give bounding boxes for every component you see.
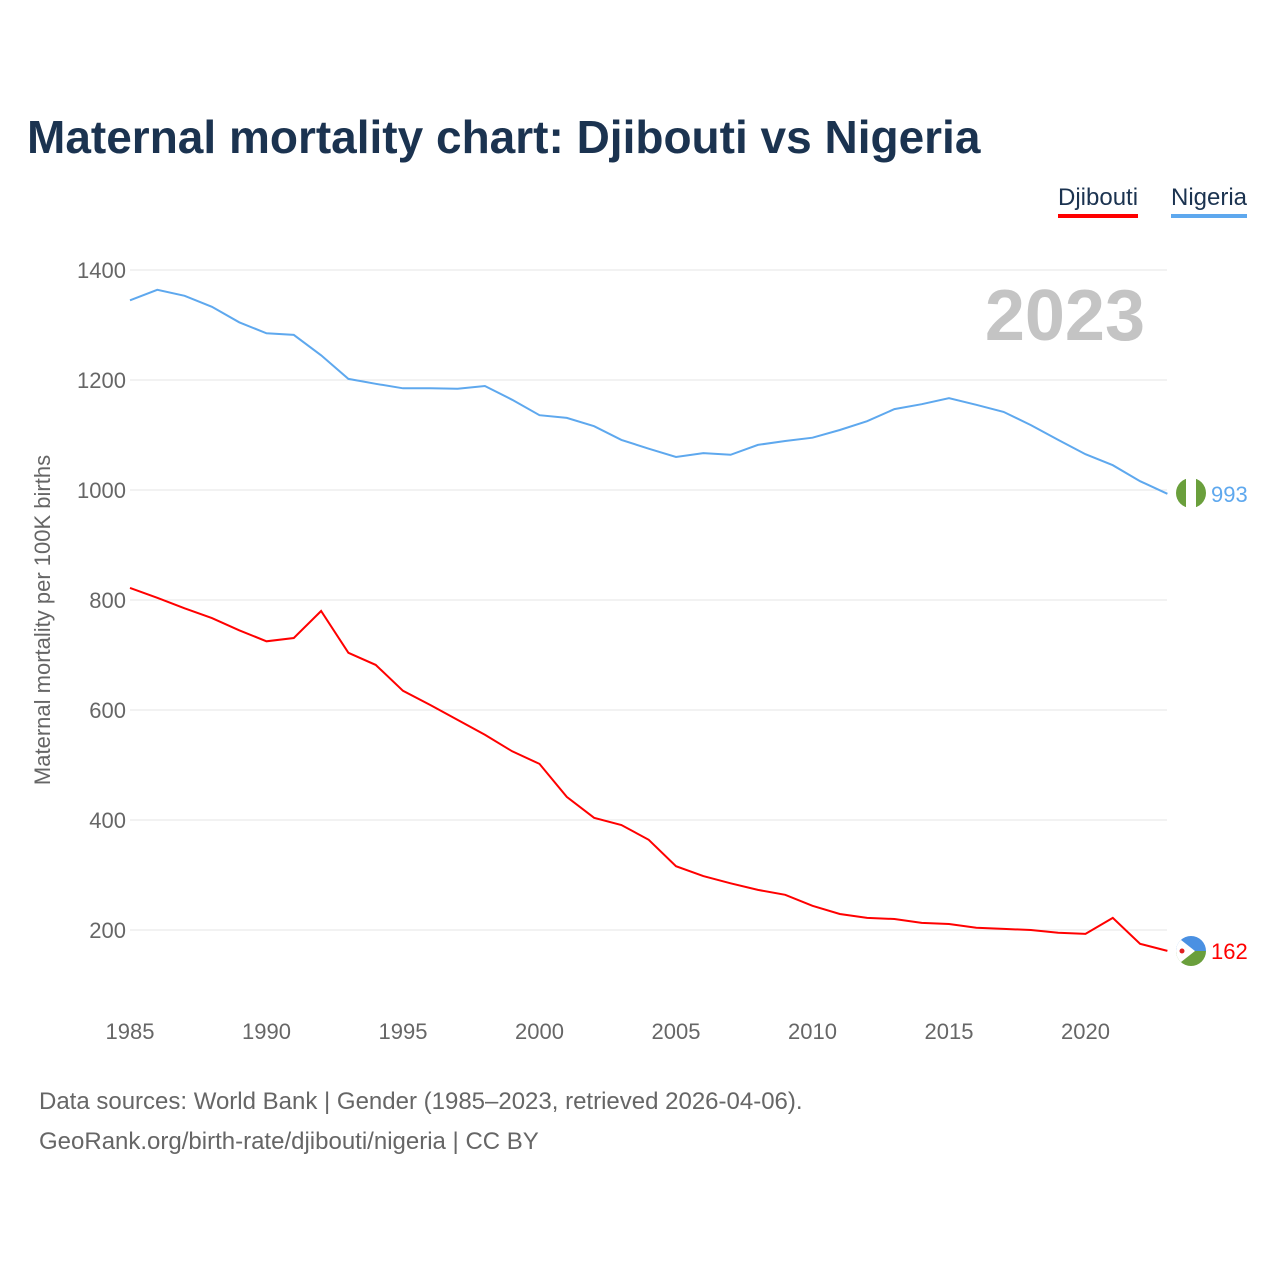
y-tick-label: 1000 (77, 478, 126, 503)
y-tick-label: 400 (89, 808, 126, 833)
nigeria-end-label: 993 (1211, 482, 1248, 507)
y-tick-label: 600 (89, 698, 126, 723)
nigeria-flag-icon (1176, 478, 1206, 508)
djibouti-flag-icon (1176, 936, 1206, 966)
source-link[interactable]: GeoRank.org/birth-rate/djibouti/nigeria … (39, 1128, 539, 1155)
x-tick-label: 1990 (242, 1019, 291, 1044)
y-tick-label: 1400 (77, 258, 126, 283)
x-tick-label: 2020 (1061, 1019, 1110, 1044)
y-tick-label: 1200 (77, 368, 126, 393)
x-tick-label: 1995 (379, 1019, 428, 1044)
legend-nigeria[interactable]: Nigeria (1171, 184, 1248, 218)
x-tick-label: 2000 (515, 1019, 564, 1044)
y-tick-label: 200 (89, 918, 126, 943)
year-watermark: 2023 (985, 276, 1145, 356)
legend-djibouti[interactable]: Djibouti (1058, 184, 1139, 218)
x-tick-label: 1985 (106, 1019, 155, 1044)
x-tick-label: 2015 (925, 1019, 974, 1044)
djibouti-line (129, 586, 1168, 952)
djibouti-end-label: 162 (1211, 939, 1248, 964)
x-tick-label: 2010 (788, 1019, 837, 1044)
y-tick-label: 800 (89, 588, 126, 613)
source-text: Data sources: World Bank | Gender (1985–… (39, 1088, 803, 1115)
chart-title: Maternal mortality chart: Djibouti vs Ni… (27, 111, 981, 163)
x-tick-label: 2005 (652, 1019, 701, 1044)
y-axis-label: Maternal mortality per 100K births (30, 455, 55, 785)
